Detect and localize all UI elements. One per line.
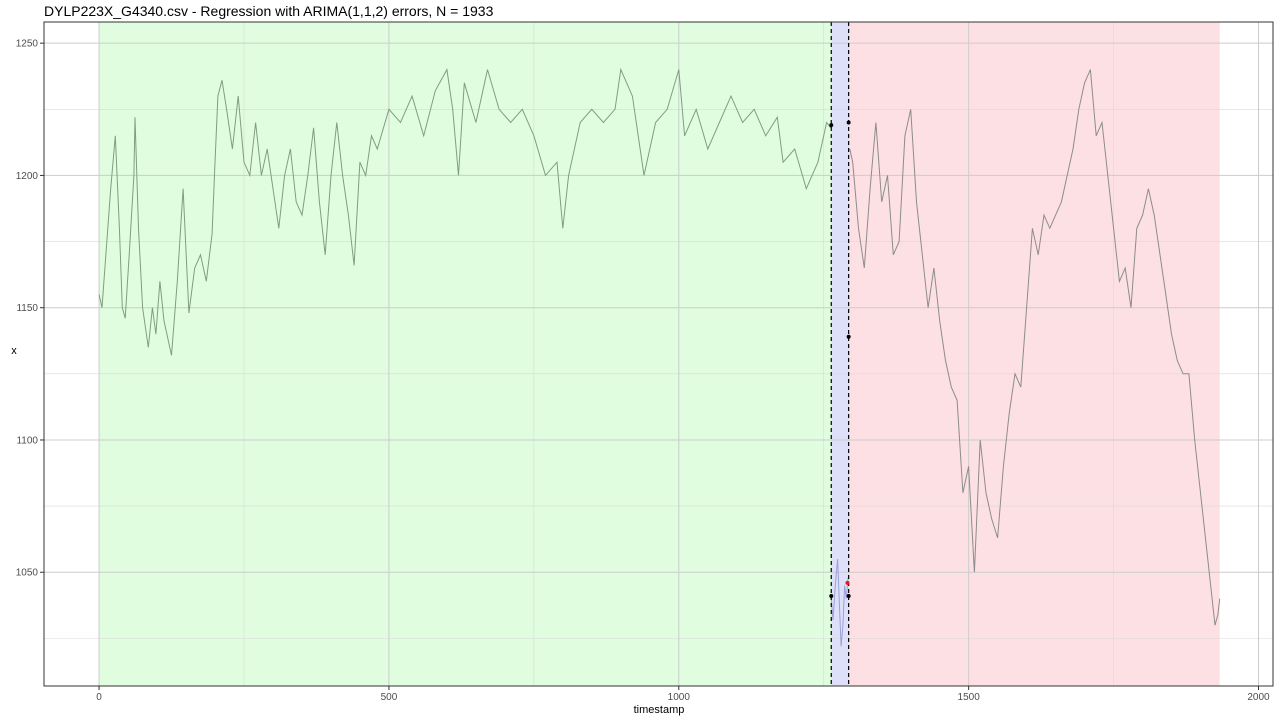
grid-layer [44, 22, 1273, 686]
region-test [849, 22, 1220, 686]
axes-layer: 0 500 1000 1500 2000 1050 1100 1150 1200 1250 [16, 21, 1274, 703]
x-tick-label: 1500 [958, 692, 981, 703]
data-point-marker [845, 580, 850, 585]
x-tick-label: 2000 [1247, 692, 1270, 703]
region-train [99, 22, 832, 686]
x-tick-label: 500 [381, 692, 398, 703]
vline-layer [830, 22, 850, 686]
data-point-marker [846, 334, 851, 339]
y-tick-label: 1250 [16, 39, 39, 50]
series-line-0 [98, 67, 832, 356]
x-tick-label: 1000 [668, 692, 691, 703]
series-layer [98, 67, 1221, 647]
x-axis-title: timestamp [634, 704, 685, 716]
y-tick-label: 1150 [16, 303, 38, 314]
series-line-2 [849, 69, 1221, 626]
markers-layer [829, 120, 851, 599]
data-point-marker [829, 123, 834, 128]
x-tick-label: 0 [96, 692, 102, 703]
y-tick-label: 1050 [16, 568, 39, 579]
panel-border [43, 21, 1274, 687]
chart-title: DYLP223X_G4340.csv - Regression with ARI… [44, 3, 494, 19]
regions-layer [99, 22, 1220, 686]
data-point-marker [846, 120, 851, 125]
y-axis-title: x [11, 345, 17, 357]
region-gap [831, 22, 850, 686]
y-tick-label: 1100 [16, 435, 38, 446]
data-point-marker [829, 594, 834, 599]
series-line-1 [830, 558, 849, 647]
y-tick-label: 1200 [16, 171, 39, 182]
data-point-marker [846, 594, 851, 599]
